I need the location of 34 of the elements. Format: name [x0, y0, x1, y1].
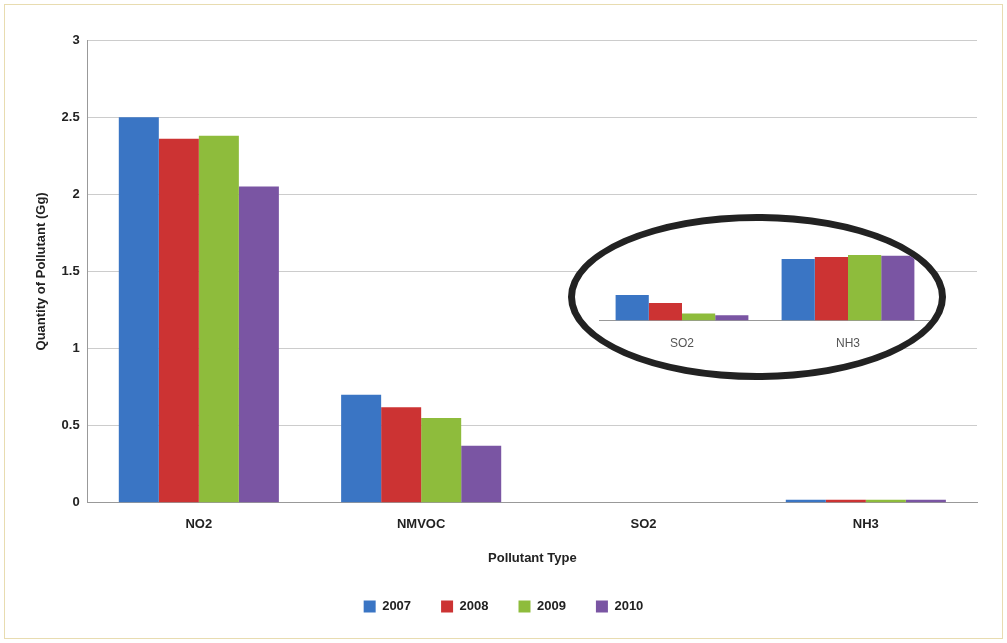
bar [848, 255, 882, 321]
y-tick-label: 2 [72, 185, 80, 201]
bar [118, 117, 159, 503]
x-tick-label: SO2 [669, 336, 695, 351]
y-axis-title: Quantity of Pollutant (Gg) [33, 192, 49, 351]
bar [238, 186, 279, 503]
bar [682, 313, 716, 321]
bar [341, 394, 382, 503]
legend-label: 2010 [614, 598, 644, 614]
bar [461, 445, 502, 503]
x-tick-label: NH3 [852, 516, 879, 532]
legend-label: 2008 [459, 598, 489, 614]
y-tick-label: 3 [72, 31, 80, 47]
y-tick-label: 1 [72, 340, 80, 356]
bar [615, 295, 649, 321]
legend-label: 2007 [382, 598, 412, 614]
y-tick-label: 1.5 [61, 262, 80, 278]
x-axis-title: Pollutant Type [488, 549, 577, 565]
y-tick-label: 0.5 [61, 417, 80, 433]
bar [781, 258, 815, 321]
x-tick-label: NH3 [835, 336, 861, 351]
bar [814, 256, 848, 321]
y-tick-label: 2.5 [61, 108, 80, 124]
bar [198, 135, 239, 503]
bar [158, 138, 199, 503]
bar [648, 302, 682, 321]
bar [381, 407, 422, 503]
bar [715, 315, 749, 321]
y-tick-label: 0 [72, 494, 80, 510]
legend-label: 2009 [537, 598, 566, 614]
x-tick-label: NMVOC [396, 516, 446, 532]
bar [421, 417, 462, 503]
x-tick-label: SO2 [630, 516, 657, 532]
x-tick-label: NO2 [185, 516, 213, 532]
